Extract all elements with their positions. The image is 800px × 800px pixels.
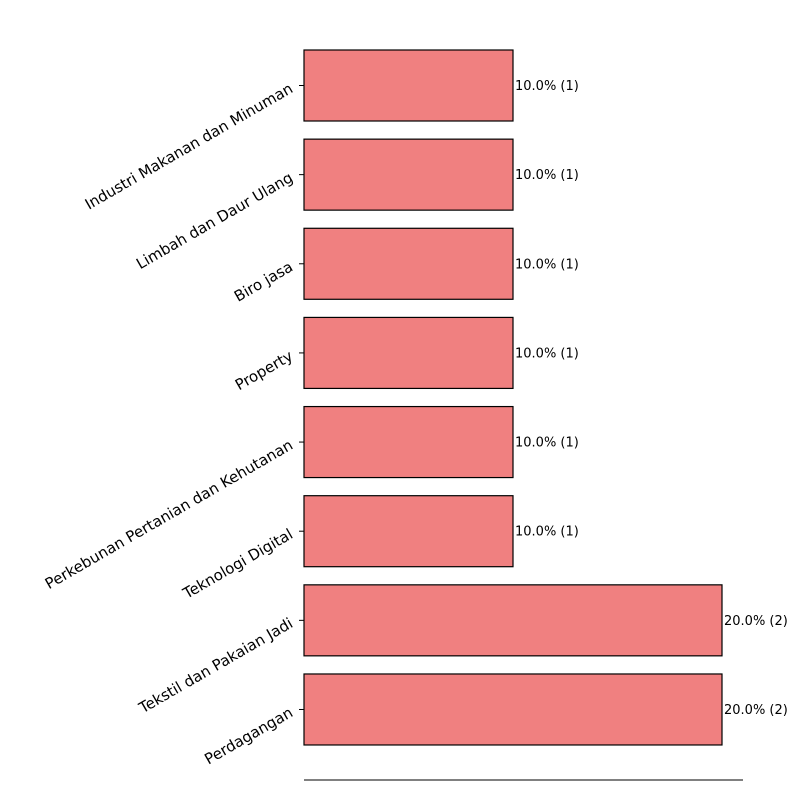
category-label-1: Limbah dan Daur Ulang [133, 169, 296, 273]
data-label-5: 10.0% (1) [515, 525, 579, 540]
bar-1 [303, 138, 514, 211]
bar-6 [303, 584, 723, 657]
bar-7 [303, 673, 723, 746]
category-label-4: Perkebunan Pertanian dan Kehutanan [42, 436, 296, 593]
data-labels-layer: 10.0% (1) 10.0% (1) 10.0% (1) 10.0% (1) 10.0… [515, 79, 788, 718]
category-label-3: Property [232, 347, 296, 394]
y-ticks-layer [299, 85, 304, 710]
bar-3 [303, 316, 514, 390]
bar-4 [303, 405, 514, 479]
bar-5 [303, 495, 514, 568]
bar-2 [303, 227, 514, 300]
data-label-0: 10.0% (1) [515, 79, 579, 94]
data-label-7: 20.0% (2) [724, 703, 788, 718]
data-label-6: 20.0% (2) [724, 614, 788, 629]
category-label-6: Tekstil dan Pakaian Jadi [135, 614, 296, 717]
category-label-7: Perdagangan [201, 703, 296, 768]
data-label-1: 10.0% (1) [515, 168, 579, 183]
bars-layer [303, 49, 723, 746]
bar-0 [303, 49, 514, 122]
data-label-3: 10.0% (1) [515, 346, 579, 361]
category-label-5: Teknologi Digital [179, 525, 296, 603]
category-label-2: Biro jasa [231, 258, 296, 306]
data-label-4: 10.0% (1) [515, 436, 579, 451]
data-label-2: 10.0% (1) [515, 257, 579, 272]
